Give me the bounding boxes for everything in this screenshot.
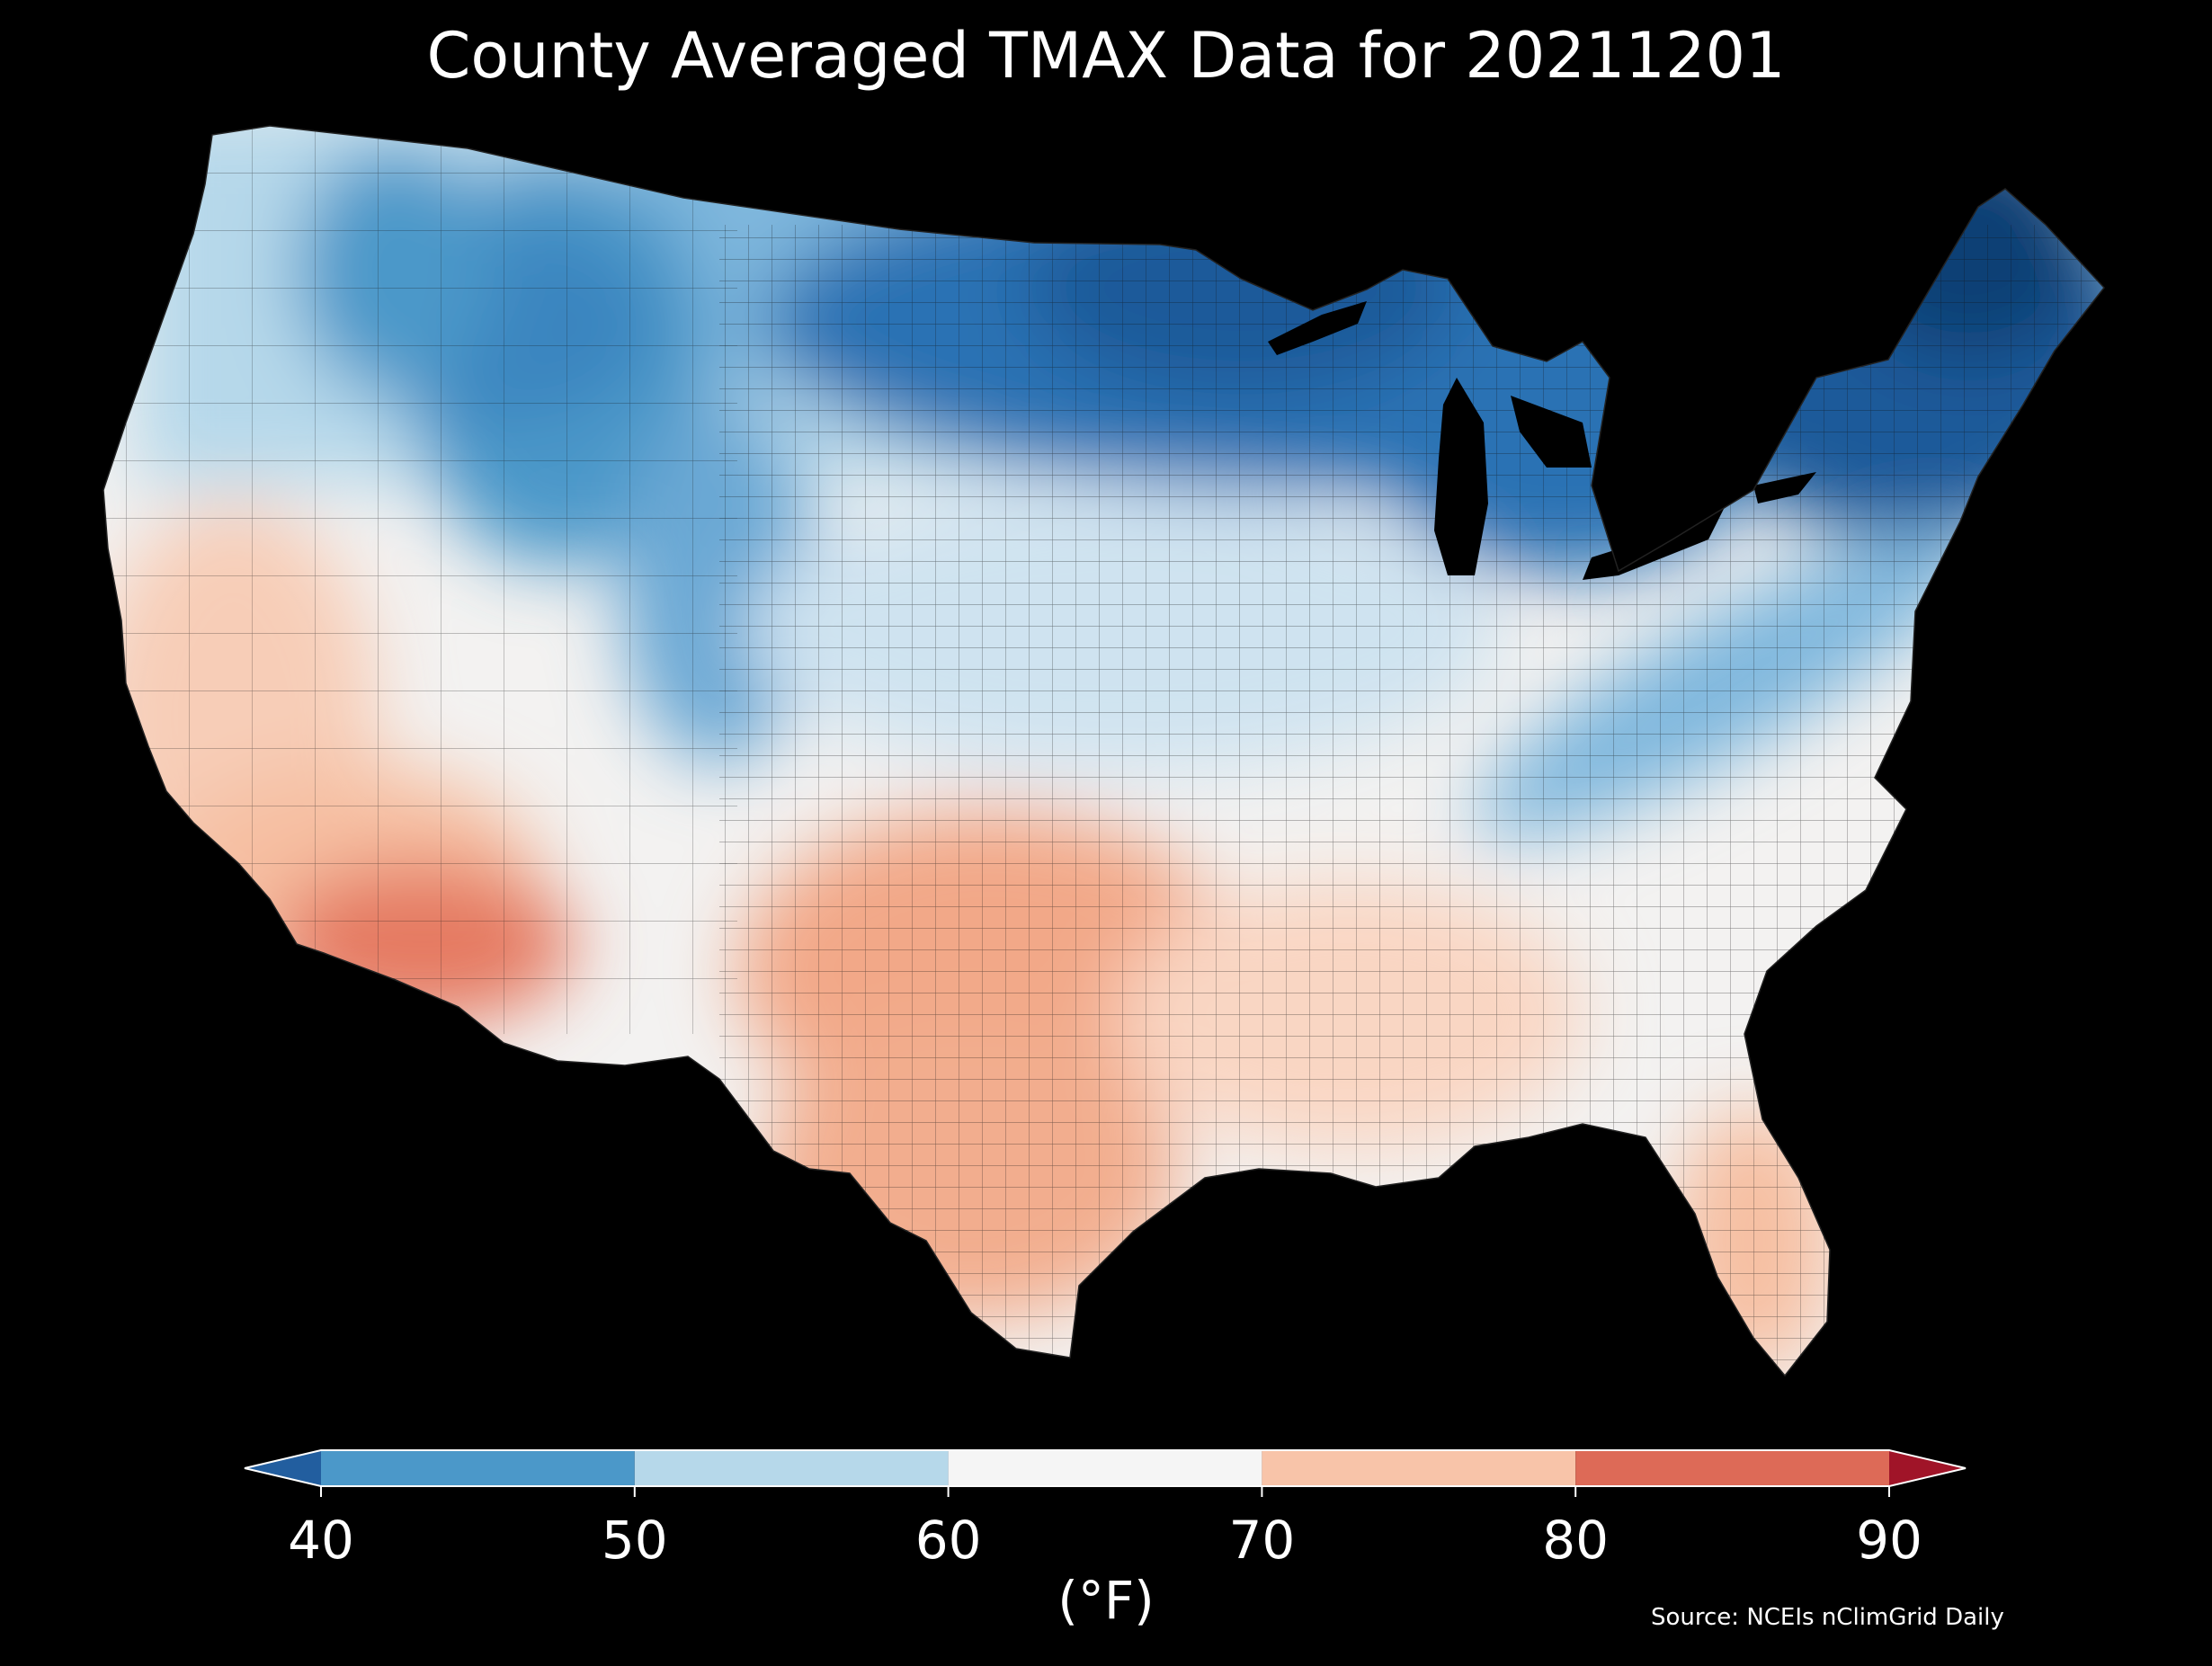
colorbar-bin-60-70: [948, 1450, 1262, 1486]
colorbar-bin-80-90: [1575, 1450, 1889, 1486]
colorbar-tick-label-80: 80: [1542, 1510, 1610, 1571]
colorbar: [244, 1449, 1967, 1497]
colorbar-tick-label-60: 60: [914, 1510, 982, 1571]
colorbar-over-arrow: [1889, 1450, 1966, 1486]
colorbar-tick-label-50: 50: [601, 1510, 668, 1571]
us-outline: [103, 125, 2105, 1377]
colorbar-bin-50-60: [634, 1450, 949, 1486]
map-title: County Averaged TMAX Data for 20211201: [426, 19, 1786, 93]
colorbar-tick-label-70: 70: [1228, 1510, 1296, 1571]
great-lakes: [1268, 301, 1816, 580]
colorbar-tick-label-40: 40: [288, 1510, 354, 1571]
colorbar-under-arrow: [245, 1450, 321, 1486]
colorbar-unit-label: (°F): [1057, 1570, 1155, 1631]
colorbar-tick-label-90: 90: [1856, 1510, 1922, 1571]
colorbar-bin-70-80: [1262, 1450, 1576, 1486]
source-note: Source: NCEIs nClimGrid Daily: [1651, 1604, 2004, 1631]
colorbar-bin-40-50: [321, 1450, 635, 1486]
